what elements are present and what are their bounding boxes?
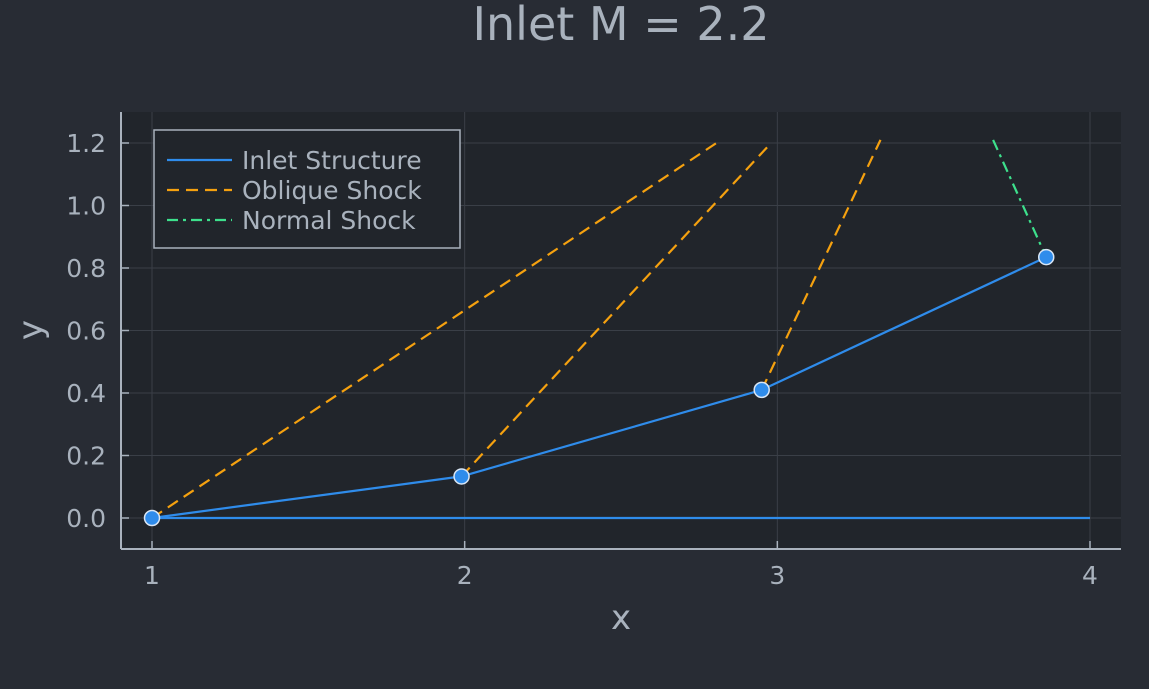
x-axis-title: x (611, 598, 631, 638)
y-tick-label-0: 0.0 (66, 504, 106, 533)
inlet-structure-point-3 (1037, 248, 1055, 266)
normal-shock-line-0 (992, 139, 1048, 258)
series-oblique-shock (151, 138, 882, 519)
x-tick-label-0: 1 (144, 561, 160, 590)
series-inlet-structure (151, 256, 1090, 520)
markers-inlet-structure (143, 248, 1055, 527)
y-tick-label-1: 0.2 (66, 442, 106, 471)
oblique-shock-line-2 (760, 139, 882, 391)
y-tick-label-4: 0.8 (66, 254, 106, 283)
y-axis-title: y (11, 320, 51, 340)
legend-label-oblique-shock: Oblique Shock (242, 176, 422, 205)
x-tick-label-3: 4 (1082, 561, 1098, 590)
inlet-structure-point-1 (453, 468, 470, 485)
inlet-structure-point-2 (753, 381, 770, 399)
series-layer (143, 138, 1090, 527)
x-tick-label-2: 3 (769, 561, 785, 590)
inlet-structure-point-0 (143, 509, 161, 527)
y-tick-label-5: 1.0 (66, 192, 106, 221)
legend-label-normal-shock: Normal Shock (242, 206, 416, 235)
y-tick-label-3: 0.6 (66, 317, 106, 346)
x-tick-label-1: 2 (457, 561, 473, 590)
inlet-structure-line-0 (151, 256, 1047, 520)
series-normal-shock (992, 139, 1048, 258)
y-tick-label-6: 1.2 (66, 129, 106, 158)
legend-label-inlet-structure: Inlet Structure (242, 146, 422, 175)
y-tick-label-2: 0.4 (66, 379, 106, 408)
tick-labels: 1 2 3 4 0.0 0.2 0.4 0.6 0.8 1.0 1.2 (66, 129, 1098, 590)
chart-title: Inlet M = 2.2 (472, 0, 769, 51)
axes (120, 112, 1121, 550)
